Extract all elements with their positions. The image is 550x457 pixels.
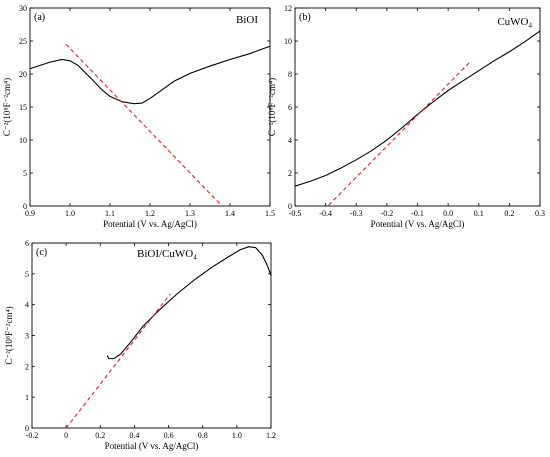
x-tick-label: 1.0 bbox=[232, 431, 242, 440]
x-tick-label: 1.1 bbox=[105, 209, 115, 218]
y-tick-label: 0 bbox=[288, 202, 292, 211]
y-axis-label: C⁻²(10⁸F⁻²cm⁴) bbox=[267, 78, 277, 136]
y-tick-label: 0 bbox=[25, 424, 29, 433]
x-tick-label: 0.3 bbox=[535, 209, 545, 218]
x-tick-label: -0.5 bbox=[289, 209, 302, 218]
plot-frame-a bbox=[29, 7, 271, 207]
x-tick-label: 0.2 bbox=[504, 209, 514, 218]
x-axis-label: Potential (V vs. Ag/AgCl) bbox=[371, 219, 465, 229]
linear-fit-line bbox=[65, 43, 223, 207]
plot-frame-b bbox=[294, 7, 541, 207]
x-tick-label: 0.6 bbox=[164, 431, 174, 440]
x-tick-label: 0.2 bbox=[95, 431, 105, 440]
y-tick-label: 0 bbox=[23, 202, 27, 211]
mott-schottky-curve bbox=[106, 246, 272, 360]
panel-a: 0.9 1.0 1.1 1.2 1.3 1.4 1.5 0 5 10 15 20 25 30 Potenti… bbox=[2, 4, 275, 229]
y-tick-label: 1 bbox=[25, 393, 29, 402]
x-axis-label: Potential (V vs. Ag/AgCl) bbox=[105, 441, 199, 451]
y-tick-label: 10 bbox=[284, 37, 292, 46]
x-tick-label: 1.0 bbox=[65, 209, 75, 218]
material-label: BiOI bbox=[236, 14, 258, 26]
y-tick-label: 8 bbox=[288, 70, 292, 79]
panel-c: -0.2 0 0.2 0.4 0.6 0.8 1.0 1.20123456Potential … bbox=[4, 239, 276, 451]
x-tick-label: 0.4 bbox=[129, 431, 139, 440]
panel-letter: (b) bbox=[299, 12, 311, 23]
x-tick-label: 1.2 bbox=[266, 431, 276, 440]
y-tick-label: 25 bbox=[19, 37, 27, 46]
x-tick-label: -0.2 bbox=[381, 209, 394, 218]
y-tick-label: 4 bbox=[288, 136, 292, 145]
y-tick-label: 5 bbox=[23, 169, 27, 178]
x-tick-label: 1.4 bbox=[225, 209, 235, 218]
y-tick-label: 30 bbox=[19, 4, 27, 13]
x-tick-label: 1.5 bbox=[265, 209, 275, 218]
y-tick-label: 4 bbox=[25, 301, 29, 310]
linear-fit-line bbox=[328, 62, 470, 206]
y-axis-label: C⁻²(10⁸F⁻²cm⁴) bbox=[2, 78, 12, 136]
y-tick-label: 2 bbox=[25, 362, 29, 371]
y-tick-label: 3 bbox=[25, 332, 29, 341]
material-label: CuWO4 bbox=[497, 16, 532, 30]
linear-fit-line bbox=[65, 293, 171, 429]
y-tick-label: 20 bbox=[19, 70, 27, 79]
y-tick-label: 10 bbox=[19, 136, 27, 145]
mott-schottky-curve bbox=[29, 45, 271, 105]
x-tick-label: -0.1 bbox=[411, 209, 424, 218]
x-tick-label: -0.4 bbox=[319, 209, 332, 218]
panel-letter: (c) bbox=[36, 247, 47, 258]
panel-letter: (a) bbox=[34, 12, 45, 23]
y-axis-label: C⁻²(10⁸F⁻²cm⁴) bbox=[4, 306, 14, 364]
y-tick-label: 6 bbox=[25, 239, 29, 248]
x-tick-label: -0.3 bbox=[350, 209, 363, 218]
x-tick-label: 0 bbox=[64, 431, 68, 440]
x-tick-label: 0.9 bbox=[25, 209, 35, 218]
material-label: BiOI/CuWO4 bbox=[137, 248, 197, 262]
y-tick-label: 5 bbox=[25, 270, 29, 279]
x-tick-label: 0.1 bbox=[474, 209, 484, 218]
panel-b: -0.5 -0.4 -0.3 -0.2 -0.1 0.0 0.1 0.2 0.3 0 2 4 6 8 10 1… bbox=[267, 4, 545, 229]
x-tick-label: 0.8 bbox=[198, 431, 208, 440]
mott-schottky-curve bbox=[294, 30, 541, 187]
x-tick-label: 1.2 bbox=[145, 209, 155, 218]
x-axis-label: Potential (V vs. Ag/AgCl) bbox=[103, 219, 197, 229]
y-tick-label: 6 bbox=[288, 103, 292, 112]
x-tick-label: 1.3 bbox=[185, 209, 195, 218]
plot-frame-c bbox=[31, 242, 272, 429]
x-tick-label: -0.2 bbox=[26, 431, 39, 440]
y-tick-label: 15 bbox=[19, 103, 27, 112]
x-tick-label: 0.0 bbox=[443, 209, 453, 218]
y-tick-label: 12 bbox=[284, 4, 292, 13]
y-tick-label: 2 bbox=[288, 169, 292, 178]
